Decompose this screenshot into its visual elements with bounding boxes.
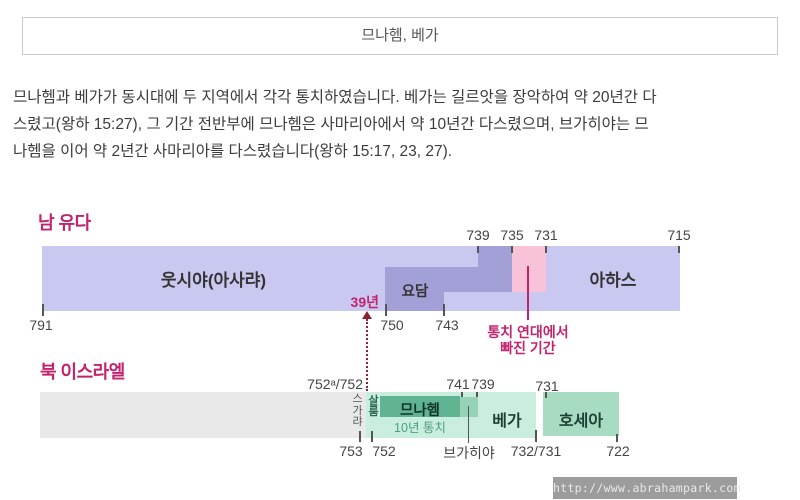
paragraph-line: 스렸고(왕하 15:27), 그 기간 전반부에 므나헴은 사마리아에서 약 1…: [13, 116, 649, 133]
year-label-715: 715: [667, 227, 691, 243]
year-label-791: 791: [29, 317, 53, 333]
tick-732-731: [535, 430, 537, 442]
arrow-up-icon: [362, 311, 372, 319]
menahem-note-label: 10년 통치: [394, 421, 446, 435]
tick-739-north: [476, 392, 478, 397]
year-label-739-north: 739: [471, 376, 495, 392]
tick-715: [678, 246, 680, 253]
hoshea-block: [543, 392, 619, 436]
tick-741: [461, 392, 463, 397]
gap-note-line1: 통치 연대에서: [487, 324, 569, 340]
tick-731-north: [545, 392, 547, 398]
year-label-731-north: 731: [535, 378, 559, 394]
pekahiah-label: 브가히야: [443, 445, 495, 461]
tick-752: [371, 431, 373, 442]
tick-739: [477, 246, 479, 253]
south-judah-title: 남 유다: [38, 213, 91, 233]
year-label-739: 739: [466, 227, 490, 243]
tick-743: [443, 304, 445, 316]
tick-753: [359, 431, 361, 442]
jotham-bar-label: 요담: [401, 284, 429, 300]
menahem-block: [380, 396, 460, 417]
year-label-732-731: 732/731: [510, 443, 562, 459]
pekah-bar-label: 베가: [492, 413, 522, 430]
tick-791: [42, 304, 44, 316]
gap-note-line2: 빠진 기간: [500, 340, 556, 356]
tick-750: [385, 304, 387, 316]
page-title-box: 므나헴, 베가: [22, 17, 778, 55]
jotham-overlap-block: [478, 246, 512, 292]
paragraph-line: 나헴을 이어 약 2년간 사마리아를 다스렸습니다(왕하 15:17, 23, …: [13, 143, 453, 160]
pekahiah-callout-line: [468, 406, 469, 443]
year-label-722: 722: [606, 443, 630, 459]
year-label-752a-752: 752ᵃ/752: [307, 376, 363, 392]
jotham-overlap-block: [385, 267, 444, 311]
north-timeline-bar-gray: [40, 392, 366, 438]
paragraph-line: 므나헴과 베가가 동시대에 두 지역에서 각각 통치하였습니다. 베가는 길르앗…: [13, 89, 657, 106]
tick-722: [616, 434, 618, 442]
tick-735: [511, 246, 513, 253]
year-label-741: 741: [446, 376, 470, 392]
year-label-752: 752: [372, 443, 396, 459]
menahem-bar-label: 므나헴: [399, 403, 441, 419]
dotted-connector-line: [366, 319, 368, 391]
gap-callout-line: [527, 266, 529, 320]
missing-period-block: [512, 246, 546, 292]
year-label-735: 735: [500, 227, 524, 243]
uzziah-39th-year-label: 39년: [350, 294, 379, 310]
zechariah-bar-label: 스가랴: [352, 393, 363, 428]
year-label-731: 731: [534, 227, 558, 243]
year-label-743: 743: [435, 317, 459, 333]
body-paragraph: 므나헴과 베가가 동시대에 두 지역에서 각각 통치하였습니다. 베가는 길르앗…: [13, 84, 795, 165]
jotham-overlap-block: [444, 267, 478, 292]
watermark-url: http://www.abrahampark.com: [553, 477, 741, 499]
south-timeline-bar: [42, 246, 680, 311]
tick-731: [545, 246, 547, 253]
year-label-753: 753: [339, 443, 363, 459]
shallum-bar-label: 살룸: [368, 395, 379, 418]
north-israel-title: 북 이스라엘: [40, 362, 125, 382]
uzziah-bar-label: 웃시야(아사랴): [160, 271, 267, 290]
pekahiah-block: [460, 397, 478, 417]
ahaz-bar-label: 아하스: [589, 271, 637, 290]
hoshea-bar-label: 호세아: [558, 413, 604, 430]
year-label-750: 750: [380, 317, 404, 333]
